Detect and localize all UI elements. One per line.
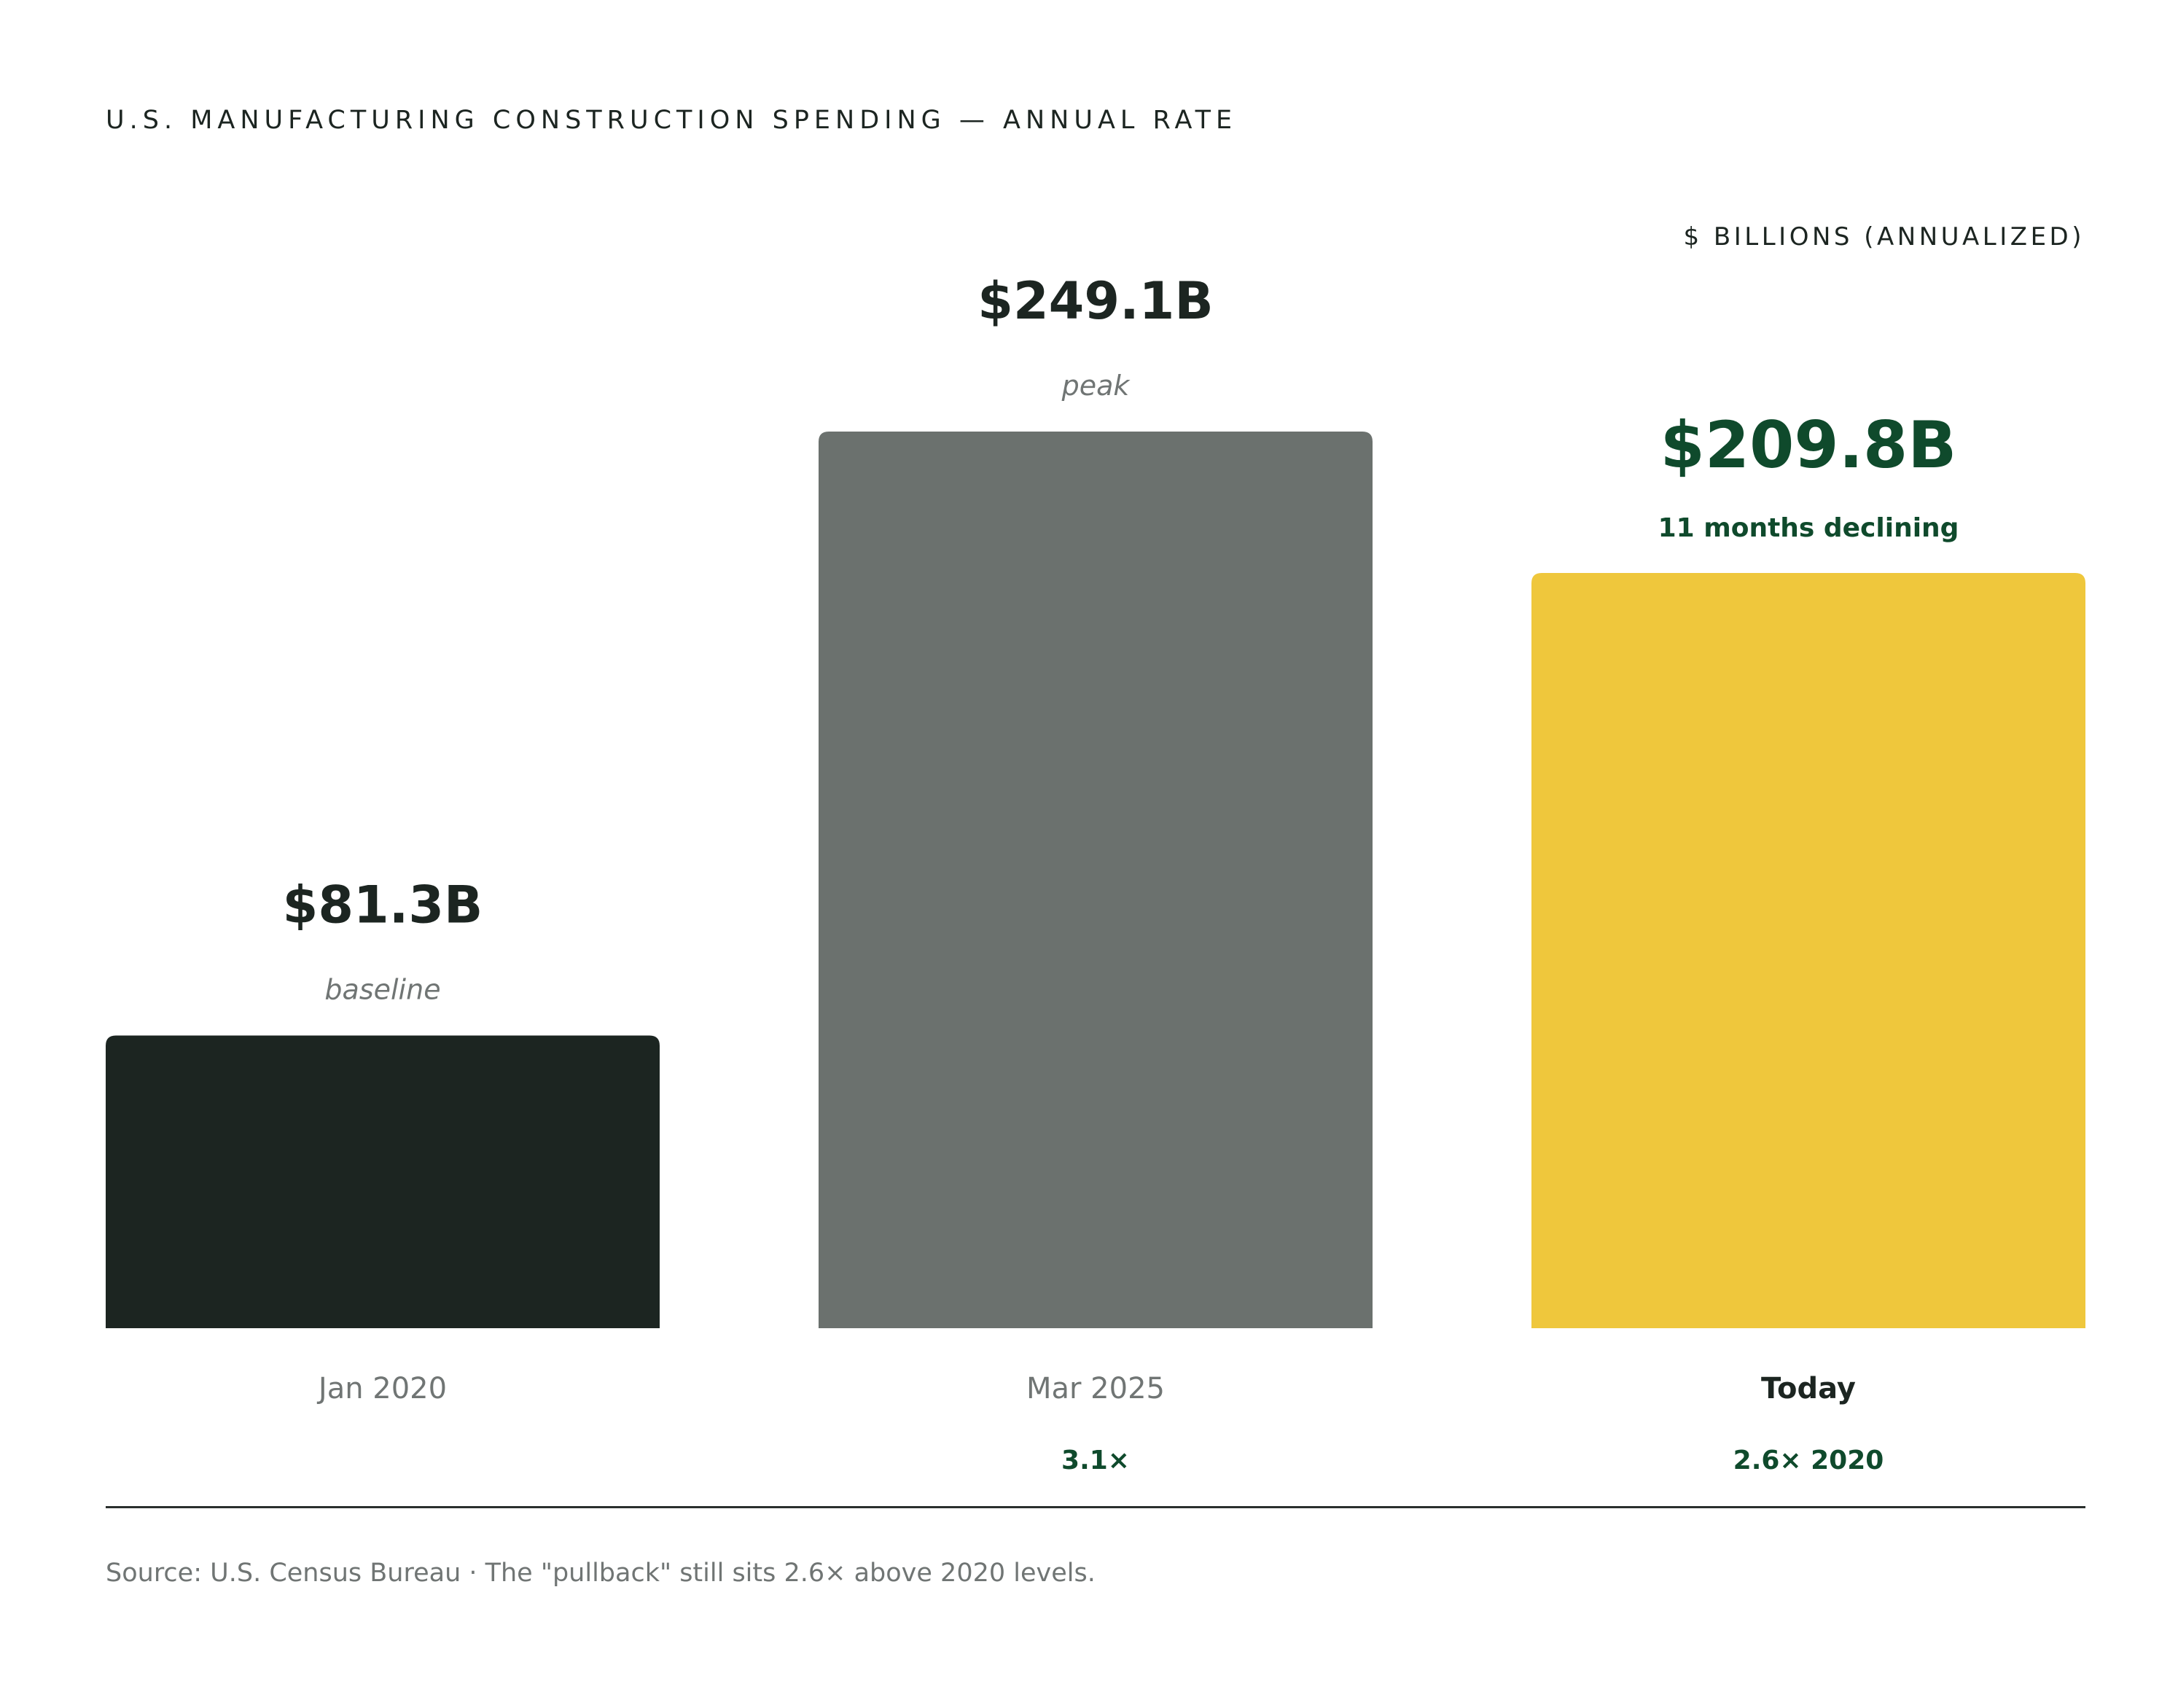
- source-note: Source: U.S. Census Bureau · The "pullba…: [106, 1559, 1096, 1588]
- bar-2: [1531, 573, 2085, 1328]
- bar-1: [819, 432, 1373, 1328]
- category-label: Today: [1761, 1372, 1856, 1405]
- category-label: Jan 2020: [316, 1372, 447, 1405]
- value-label: $209.8B: [1660, 407, 1957, 483]
- category-label: Mar 2025: [1026, 1372, 1165, 1405]
- multiple-label: 2.6× 2020: [1733, 1446, 1884, 1475]
- value-label: $81.3B: [283, 876, 483, 935]
- chart-title: U.S. MANUFACTURING CONSTRUCTION SPENDING…: [106, 106, 1238, 135]
- note-label: 11 months declining: [1658, 513, 1959, 543]
- value-label: $249.1B: [977, 271, 1213, 331]
- unit-label: $ BILLIONS (ANNUALIZED): [1683, 222, 2085, 251]
- bar-0: [106, 1035, 660, 1328]
- note-label: baseline: [324, 974, 440, 1006]
- note-label: peak: [1061, 370, 1131, 402]
- multiple-label: 3.1×: [1061, 1446, 1130, 1475]
- baseline-rule: [106, 1506, 2085, 1508]
